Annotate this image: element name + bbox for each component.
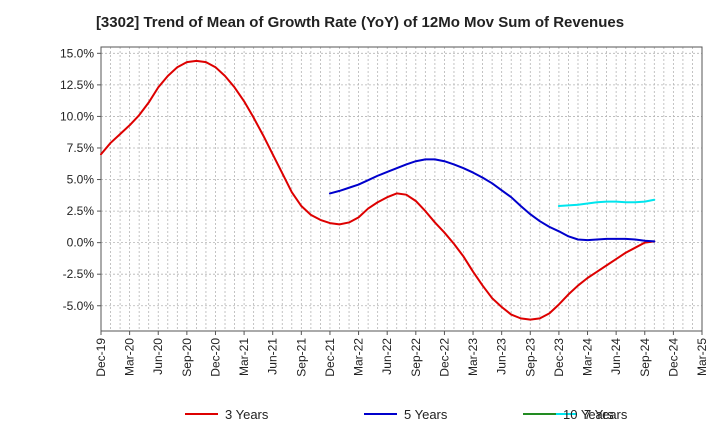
legend-label-5-years: 5 Years: [404, 407, 448, 422]
y-tick-label: 10.0%: [60, 109, 94, 123]
y-tick-label: 2.5%: [67, 204, 95, 218]
legend-label-10-years: 10 Years: [563, 407, 614, 422]
y-tick-label: 7.5%: [67, 141, 95, 155]
x-tick-label: Jun-24: [609, 338, 623, 375]
x-tick-label: Dec-20: [208, 338, 222, 377]
y-tick-label: 12.5%: [60, 78, 94, 92]
legend-label-7-years: 7 Years: [584, 407, 628, 422]
series-line-7-years: [557, 198, 656, 208]
y-tick-label: -2.5%: [63, 267, 95, 281]
x-tick-label: Sep-24: [638, 338, 652, 377]
x-tick-label: Mar-21: [237, 338, 251, 376]
y-tick-label: -5.0%: [63, 299, 95, 313]
x-tick-label: Dec-19: [94, 338, 108, 377]
x-tick-label: Mar-20: [123, 338, 137, 376]
x-tick-label: Sep-20: [180, 338, 194, 377]
y-tick-label: 5.0%: [67, 173, 95, 187]
series-line-3-years: [100, 59, 656, 321]
series-line-5-years: [328, 158, 656, 243]
x-tick-label: Jun-20: [151, 338, 165, 375]
x-tick-label: Mar-23: [466, 338, 480, 376]
x-tick-label: Jun-22: [380, 338, 394, 375]
legend-label-3-years: 3 Years: [225, 407, 269, 422]
x-tick-label: Mar-22: [352, 338, 366, 376]
x-tick-label: Dec-22: [437, 338, 451, 377]
plot-frame: [100, 46, 703, 332]
x-tick-label: Dec-21: [323, 338, 337, 377]
chart-title: [3302] Trend of Mean of Growth Rate (YoY…: [95, 14, 625, 31]
x-tick-label: Dec-23: [552, 338, 566, 377]
x-tick-label: Dec-24: [666, 338, 680, 377]
x-tick-label: Mar-24: [581, 338, 595, 376]
x-tick-label: Mar-25: [695, 338, 709, 376]
x-tick-label: Sep-21: [294, 338, 308, 377]
x-tick-label: Jun-21: [266, 338, 280, 375]
x-tick-label: Jun-23: [495, 338, 509, 375]
x-tick-label: Sep-23: [523, 338, 537, 377]
y-tick-label: 0.0%: [67, 236, 95, 250]
x-tick-label: Sep-22: [409, 338, 423, 377]
y-tick-label: 15.0%: [60, 46, 94, 60]
